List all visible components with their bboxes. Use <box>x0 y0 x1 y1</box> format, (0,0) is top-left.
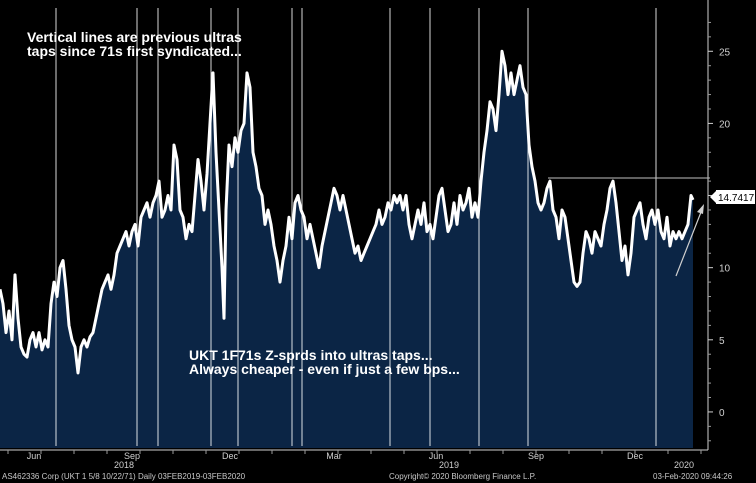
x-month-label: Jun <box>27 451 42 461</box>
y-tick-label: 0 <box>719 408 725 419</box>
trend-arrow-head <box>697 204 704 214</box>
last-value-layer: 14.7417 <box>548 177 755 277</box>
line-layer <box>0 49 695 375</box>
x-year-label: 2018 <box>114 460 134 470</box>
spread-area <box>0 51 693 449</box>
x-year-label: 2020 <box>674 460 694 470</box>
x-month-label: Dec <box>627 451 644 461</box>
top-annotation-line-1: Vertical lines are previous ultras <box>27 29 242 45</box>
x-month-label: Jun <box>429 451 444 461</box>
x-year-label: 2019 <box>439 460 459 470</box>
x-month-label: Sep <box>528 451 544 461</box>
x-month-label: Sep <box>124 451 140 461</box>
y-tick-label: 10 <box>719 264 731 275</box>
last-value-pointer <box>710 191 716 203</box>
annotation-layer: Vertical lines are previous ultras taps … <box>27 29 460 377</box>
bottom-annotation-line-1: UKT 1F71s Z-sprds into ultras taps... <box>189 347 433 363</box>
x-month-label: Dec <box>222 451 239 461</box>
last-value-label: 14.7417 <box>718 193 755 204</box>
spread-line <box>0 49 695 375</box>
trend-arrow-line <box>675 206 704 277</box>
bottom-annotation-line-2: Always cheaper - even if just a few bps.… <box>189 361 460 377</box>
security-info: AS462336 Corp (UKT 1 5/8 10/22/71) Daily… <box>2 472 246 481</box>
timestamp: 03-Feb-2020 09:44:26 <box>653 472 733 481</box>
chart-footer: AS462336 Corp (UKT 1 5/8 10/22/71) Daily… <box>0 470 756 483</box>
area-layer <box>0 51 693 449</box>
last-value-box <box>716 190 755 204</box>
spread-chart: 0510152025JunSepDecMarJunSepDec201820192… <box>0 0 755 470</box>
copyright-text: Copyright© 2020 Bloomberg Finance L.P. <box>389 472 537 481</box>
y-tick-label: 25 <box>719 47 731 58</box>
top-annotation-line-2: taps since 71s first syndicated... <box>27 43 242 59</box>
y-tick-label: 5 <box>719 336 725 347</box>
x-month-label: Mar <box>326 451 342 461</box>
y-tick-label: 20 <box>719 119 731 130</box>
